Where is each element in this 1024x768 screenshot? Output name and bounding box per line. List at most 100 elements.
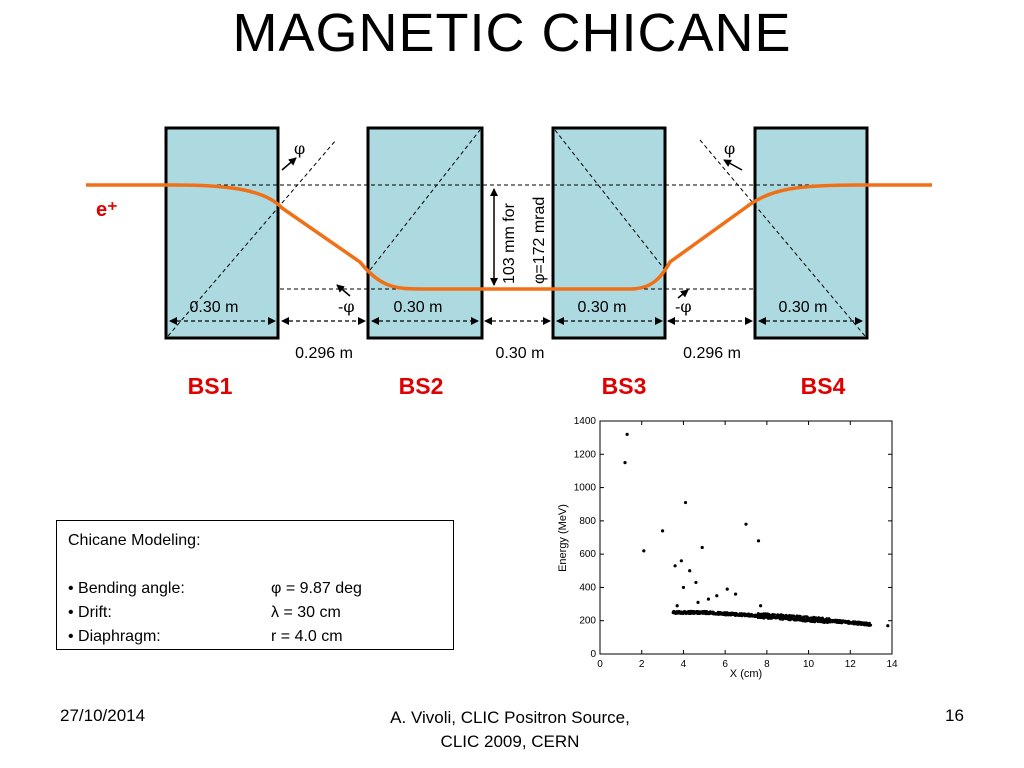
data-point xyxy=(821,617,825,621)
data-point xyxy=(886,624,890,628)
data-point xyxy=(675,611,678,615)
data-point xyxy=(713,611,716,615)
data-point xyxy=(864,623,867,626)
x-ticks: 0 2 4 6 8 10 12 14 xyxy=(597,421,898,670)
particle-label: e⁺ xyxy=(96,199,118,221)
magnet-length-bs3: 0.30 m xyxy=(578,299,627,316)
data-point xyxy=(725,587,729,591)
data-point xyxy=(759,604,763,608)
data-point xyxy=(855,622,859,626)
data-point xyxy=(681,585,686,590)
data-point xyxy=(724,613,727,616)
data-point xyxy=(673,564,677,568)
info-value-drift: λ = 30 cm xyxy=(271,604,341,621)
magnet-name-bs2: BS2 xyxy=(399,373,444,399)
info-label-bending-angle: • Bending angle: xyxy=(68,580,185,597)
data-point xyxy=(708,611,712,614)
data-point xyxy=(675,604,679,608)
data-point xyxy=(696,600,700,605)
data-point xyxy=(776,616,780,620)
data-point xyxy=(683,610,686,613)
footer-date: 27/10/2014 xyxy=(60,706,146,725)
data-point xyxy=(847,622,851,625)
info-row-diaphragm: • Diaphragm: r = 4.0 cm xyxy=(68,625,442,649)
data-point xyxy=(800,616,803,620)
data-point xyxy=(701,609,704,613)
data-point xyxy=(817,616,820,619)
info-box-heading: Chicane Modeling: xyxy=(68,532,201,549)
magnet-length-bs4: 0.30 m xyxy=(779,299,828,316)
footer-author: A. Vivoli, CLIC Positron Source, xyxy=(390,708,630,727)
data-point xyxy=(861,621,865,624)
magnet-name-bs1: BS1 xyxy=(188,373,233,399)
x-tick-label: 0 xyxy=(597,659,603,670)
y-tick-label: 600 xyxy=(579,549,596,560)
info-value-bending-angle: φ = 9.87 deg xyxy=(271,580,362,597)
data-point xyxy=(660,529,665,533)
data-point xyxy=(642,549,646,553)
magnet-length-bs2: 0.30 m xyxy=(394,299,443,316)
info-value-diaphragm: r = 4.0 cm xyxy=(271,628,343,645)
info-row-bending-angle: • Bending angle: φ = 9.87 deg xyxy=(68,577,442,601)
data-point xyxy=(688,569,692,573)
data-point xyxy=(781,617,785,621)
data-point xyxy=(722,611,725,615)
data-point xyxy=(719,612,722,615)
x-tick-label: 8 xyxy=(764,659,770,670)
data-point xyxy=(761,616,765,619)
angle-arrows xyxy=(281,157,743,299)
data-point xyxy=(852,620,856,623)
data-point xyxy=(800,619,803,622)
drift-label-2: 0.30 m xyxy=(496,345,545,362)
data-point xyxy=(770,614,774,618)
data-point xyxy=(794,617,798,621)
beam-trajectory xyxy=(86,183,932,291)
data-point xyxy=(833,620,837,623)
magnet-bs4 xyxy=(753,126,869,340)
footer-venue: CLIC 2009, CERN xyxy=(440,732,580,751)
offset-label-line2: φ=172 mrad xyxy=(531,197,548,284)
magnet-bs3 xyxy=(551,126,667,340)
data-point xyxy=(694,580,698,585)
x-tick-label: 14 xyxy=(886,659,898,670)
footer-page-number: 16 xyxy=(945,706,964,725)
data-point xyxy=(804,615,808,618)
data-point xyxy=(830,618,834,622)
data-point xyxy=(683,500,688,505)
y-ticks: 0 200 400 600 800 1000 1200 1400 xyxy=(574,416,892,660)
data-point xyxy=(690,609,694,613)
data-point xyxy=(788,618,791,621)
data-point xyxy=(625,432,629,436)
data-point xyxy=(822,620,825,623)
data-point xyxy=(695,610,698,613)
magnet-length-bs1: 0.30 m xyxy=(190,299,239,316)
data-point xyxy=(673,610,676,614)
data-point xyxy=(811,618,815,622)
x-tick-label: 2 xyxy=(639,659,645,670)
data-point xyxy=(623,461,627,465)
data-point xyxy=(757,614,761,618)
data-point xyxy=(743,613,746,617)
data-point xyxy=(689,611,692,615)
chicane-modeling-box: Chicane Modeling: • Bending angle: φ = 9… xyxy=(56,520,454,650)
data-point xyxy=(746,613,750,616)
slide-title: MAGNETIC CHICANE xyxy=(232,3,792,63)
drift-label-1: 0.296 m xyxy=(295,345,353,362)
data-point xyxy=(765,614,768,618)
data-point xyxy=(735,612,738,615)
data-point xyxy=(716,611,719,615)
data-point xyxy=(715,594,719,598)
data-point xyxy=(681,612,685,616)
data-point xyxy=(700,545,704,550)
angle-label-minus-phi-2: -φ xyxy=(675,297,692,316)
magnet-bs1 xyxy=(164,126,280,340)
data-point xyxy=(790,617,794,621)
data-point xyxy=(697,611,701,615)
x-tick-label: 12 xyxy=(845,659,857,670)
data-point xyxy=(803,619,807,623)
x-tick-label: 4 xyxy=(681,659,687,670)
y-tick-label: 800 xyxy=(579,516,596,527)
drift-label-3: 0.296 m xyxy=(683,345,741,362)
info-label-drift: • Drift: xyxy=(68,604,112,621)
data-point xyxy=(777,614,780,617)
